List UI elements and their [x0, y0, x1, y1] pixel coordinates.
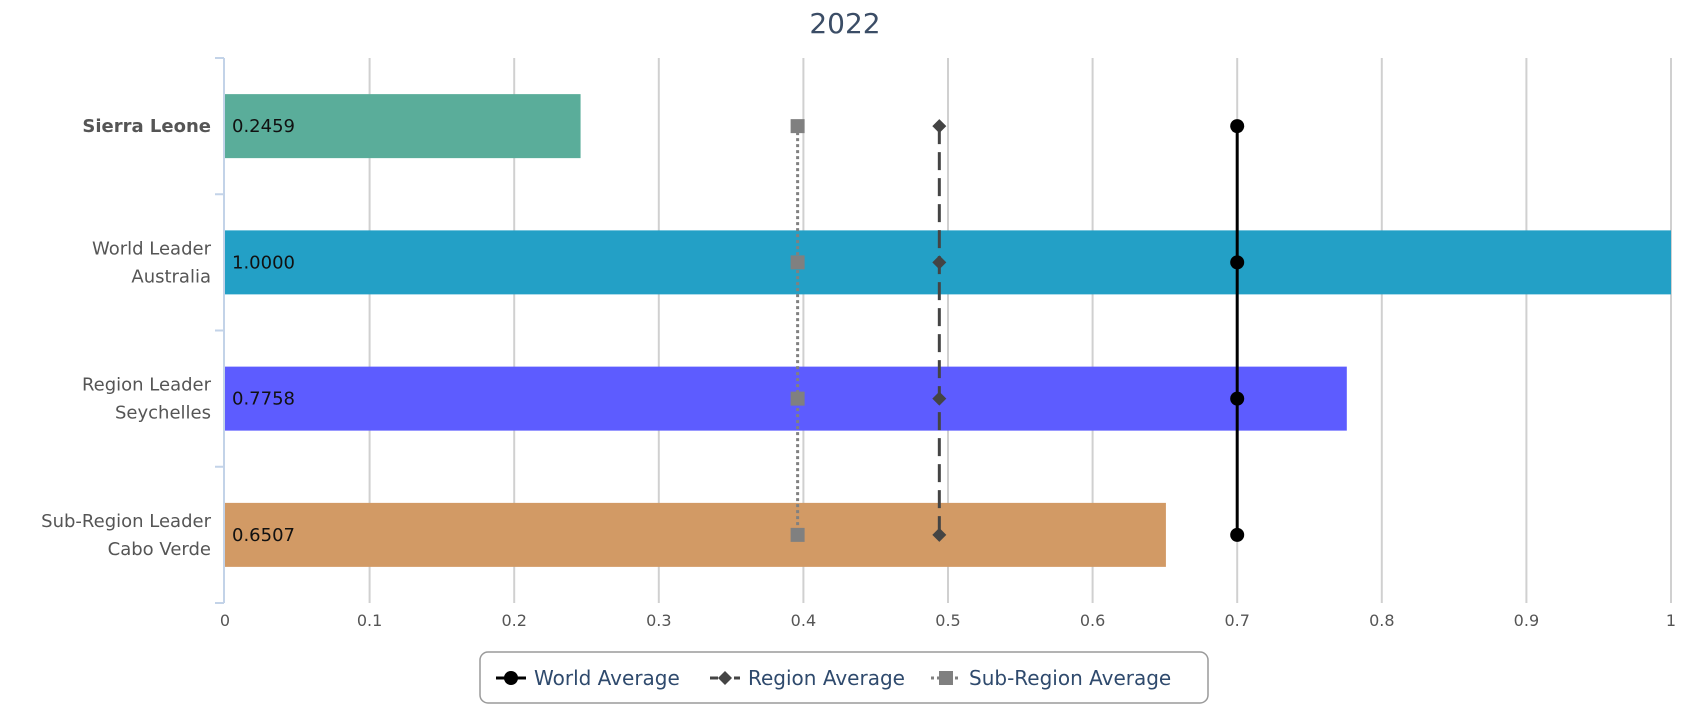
- bar: [225, 502, 1166, 567]
- x-tick-label: 0.6: [1080, 611, 1105, 630]
- legend[interactable]: World Average Region Average Sub-Region Av…: [479, 651, 1209, 704]
- series-marker: [932, 527, 947, 542]
- x-tick-label: 0.2: [501, 611, 526, 630]
- series-marker: [790, 255, 805, 270]
- y-axis: [215, 57, 225, 604]
- legend-item-label: Sub-Region Average: [969, 666, 1171, 690]
- x-axis-ticks: 0 0.1 0.2 0.3 0.4 0.5 0.6 0.7 0.8 0.9 1: [220, 611, 1676, 630]
- legend-item-label: Region Average: [748, 666, 905, 690]
- series-marker: [932, 391, 947, 406]
- category-label: Seychelles: [115, 403, 211, 424]
- x-tick-label: 0: [220, 611, 230, 630]
- bar-value-label: 0.7758: [232, 389, 295, 410]
- bar: [225, 366, 1347, 431]
- category-label: Region Leader: [82, 375, 212, 396]
- category-label: Sierra Leone: [82, 116, 211, 137]
- chart-title: 2022: [809, 7, 880, 40]
- series-marker: [939, 671, 953, 685]
- bar-value-label: 0.6507: [232, 525, 295, 546]
- bar-value-label: 1.0000: [232, 252, 295, 273]
- series-marker: [932, 119, 947, 134]
- x-tick-label: 0.7: [1224, 611, 1249, 630]
- x-tick-label: 1: [1666, 611, 1676, 630]
- x-tick-label: 0.9: [1514, 611, 1539, 630]
- bars: 0.2459 1.0000 0.7758 0.6507: [225, 94, 1671, 567]
- category-labels: Sierra Leone World Leader Australia Region …: [41, 116, 211, 560]
- x-tick-label: 0.4: [791, 611, 816, 630]
- category-label: Cabo Verde: [108, 539, 211, 560]
- legend-box: [479, 651, 1209, 704]
- x-tick-label: 0.5: [935, 611, 960, 630]
- category-label: Australia: [131, 266, 211, 287]
- series-marker: [1230, 391, 1245, 406]
- series-marker: [718, 671, 732, 685]
- bar: [225, 230, 1671, 295]
- series-marker: [790, 527, 805, 542]
- category-label: Sub-Region Leader: [41, 511, 211, 532]
- series-marker: [790, 119, 805, 134]
- series-marker: [1230, 119, 1245, 134]
- x-tick-label: 0.1: [357, 611, 382, 630]
- bar-value-label: 0.2459: [232, 116, 295, 137]
- x-tick-label: 0.3: [646, 611, 671, 630]
- series-marker: [932, 255, 947, 270]
- series-marker: [1230, 255, 1245, 270]
- average-series: [790, 119, 1245, 542]
- legend-item-label: World Average: [534, 666, 680, 690]
- series-marker: [504, 671, 518, 685]
- series-marker: [790, 391, 805, 406]
- series-marker: [1230, 527, 1245, 542]
- bar: [225, 94, 581, 159]
- x-tick-label: 0.8: [1369, 611, 1394, 630]
- category-label: World Leader: [92, 238, 212, 259]
